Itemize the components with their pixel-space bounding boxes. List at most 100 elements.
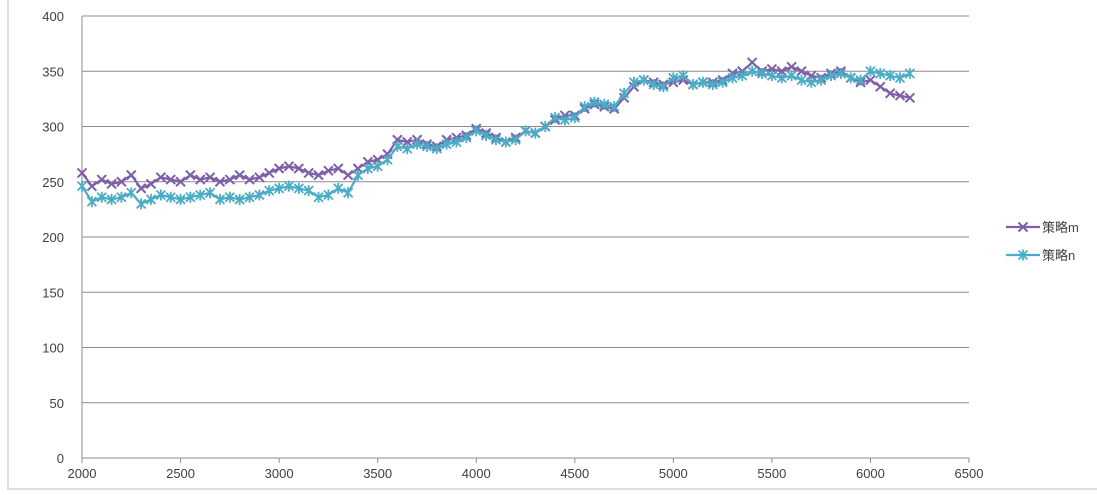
data-point [746,57,758,68]
x-tick-label: 6500 [955,466,984,481]
data-point [599,98,610,110]
data-point [106,193,117,205]
data-point [372,160,383,172]
data-point [313,169,324,181]
data-point [392,140,403,152]
data-point [756,67,768,79]
data-point [214,193,226,205]
x-tick-label: 6000 [856,466,885,481]
data-point [175,176,186,187]
data-point [618,87,630,99]
data-point [106,178,117,190]
y-tick-label: 300 [42,120,64,135]
data-point [342,169,354,181]
data-point [382,154,393,166]
data-point [126,187,137,199]
data-point [283,161,295,172]
data-point [195,189,206,201]
y-tick-label: 200 [42,230,64,245]
data-point [875,67,886,79]
data-point [303,167,314,179]
legend-label: 策略m [1042,220,1079,235]
data-point [323,189,334,201]
data-point [224,174,236,185]
series-group [76,57,916,210]
data-point [96,191,107,203]
data-point [894,90,906,101]
data-point [76,180,88,192]
data-point [126,169,137,181]
data-point [264,167,275,179]
data-point [628,76,640,88]
data-point [362,162,373,174]
data-point [333,182,344,194]
x-tick-label: 5500 [757,466,786,481]
data-point [609,101,620,113]
data-point [648,79,659,91]
data-point [402,143,413,155]
legend-item: 策略m [1006,220,1079,235]
data-point [894,72,906,84]
data-point [214,176,226,187]
data-point [283,180,295,192]
data-point [145,178,157,190]
data-point [254,189,265,201]
data-point [569,112,580,124]
data-point [273,163,285,174]
data-point [116,176,127,187]
x-tick-label: 3000 [265,466,294,481]
data-point [480,129,492,141]
x-tick-label: 4000 [462,466,491,481]
data-point [234,193,245,205]
data-point [678,70,689,82]
x-tick-label: 2000 [68,466,97,481]
y-tick-label: 150 [42,285,64,300]
y-tick-label: 0 [57,451,64,466]
data-point [135,198,147,210]
y-tick-label: 100 [42,341,64,356]
data-point [441,138,452,150]
data-point [658,81,669,93]
data-point [559,114,571,126]
data-point [776,72,787,84]
data-point [727,72,738,84]
data-point [342,187,354,199]
data-point [796,74,807,86]
data-point [490,134,502,146]
data-point [579,101,590,113]
data-point [806,76,817,88]
data-point [786,70,797,82]
series-2 [76,65,916,210]
data-point [766,70,778,82]
x-tick-label: 2500 [166,466,195,481]
data-point [76,167,88,179]
data-point [796,66,807,77]
y-tick-label: 250 [42,175,64,190]
data-point [185,169,196,181]
data-point [155,189,166,201]
data-point [273,182,285,194]
data-point [323,165,334,176]
data-point [234,169,245,181]
x-tick-label: 5000 [659,466,688,481]
data-point [471,125,482,137]
legend-marker [1017,249,1029,261]
data-point [638,74,649,86]
data-point [461,132,472,144]
data-point [540,121,551,132]
data-point [884,88,896,99]
data-point [303,185,314,197]
data-point [204,187,216,199]
data-point [352,169,364,181]
data-point [668,72,679,84]
data-point [204,172,216,183]
data-point [845,72,856,84]
data-point [717,76,728,88]
data-point [697,76,709,88]
data-point [855,74,866,86]
data-point [904,67,916,79]
data-point [835,67,847,79]
data-point [687,79,699,91]
